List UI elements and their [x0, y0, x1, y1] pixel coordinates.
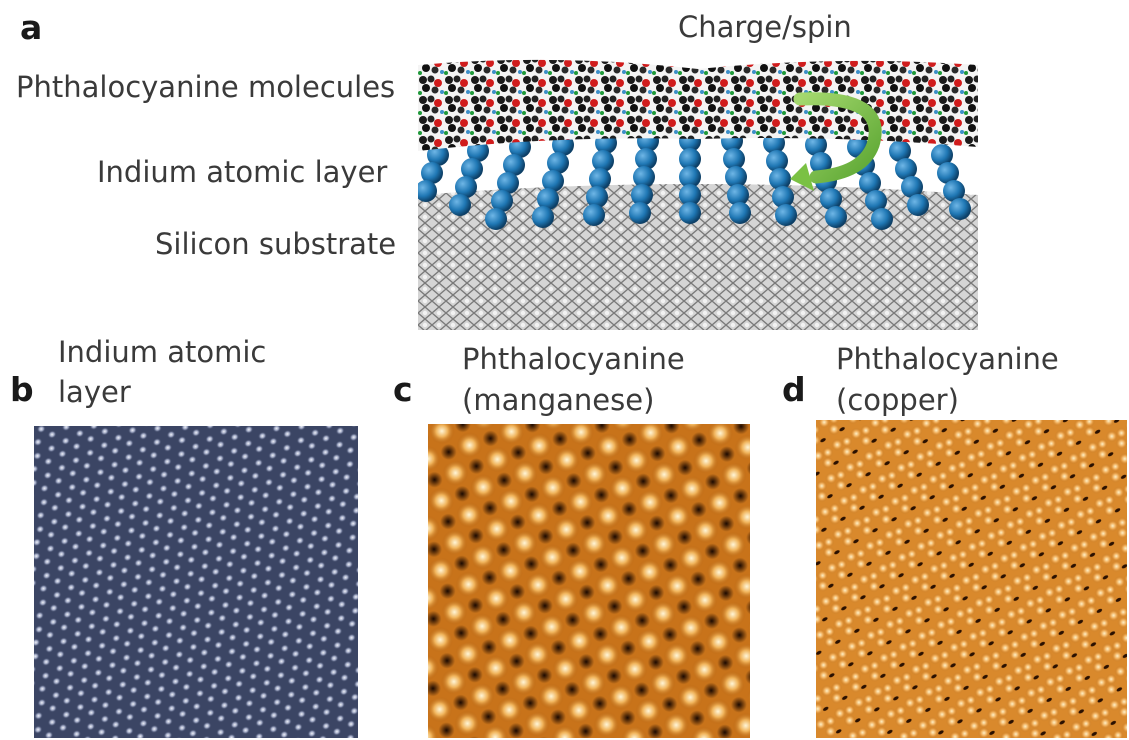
charge-spin-label: Charge/spin — [678, 10, 852, 44]
indium-stm-image — [34, 426, 358, 738]
panel-b-title-line1: Indium atomic — [58, 335, 267, 369]
panel-b-letter: b — [10, 370, 34, 409]
panel-d-title-line2: (copper) — [836, 383, 959, 417]
panel-c-title-line2: (manganese) — [462, 383, 655, 417]
indium-layer-label: Indium atomic layer — [97, 155, 388, 189]
copper-phthalocyanine-stm-image — [816, 420, 1127, 738]
manganese-phthalocyanine-stm-image — [428, 424, 750, 738]
silicon-layer-label: Silicon substrate — [155, 227, 397, 261]
panel-c-title-line1: Phthalocyanine — [462, 342, 685, 376]
surface-structure-illustration — [418, 55, 978, 330]
panel-b-title-line2: layer — [58, 375, 131, 409]
molecules-layer-label: Phthalocyanine molecules — [16, 70, 396, 104]
panel-d-title-line1: Phthalocyanine — [836, 342, 1059, 376]
panel-c-letter: c — [393, 370, 413, 409]
panel-a-letter: a — [20, 8, 43, 47]
panel-d-letter: d — [782, 370, 806, 409]
